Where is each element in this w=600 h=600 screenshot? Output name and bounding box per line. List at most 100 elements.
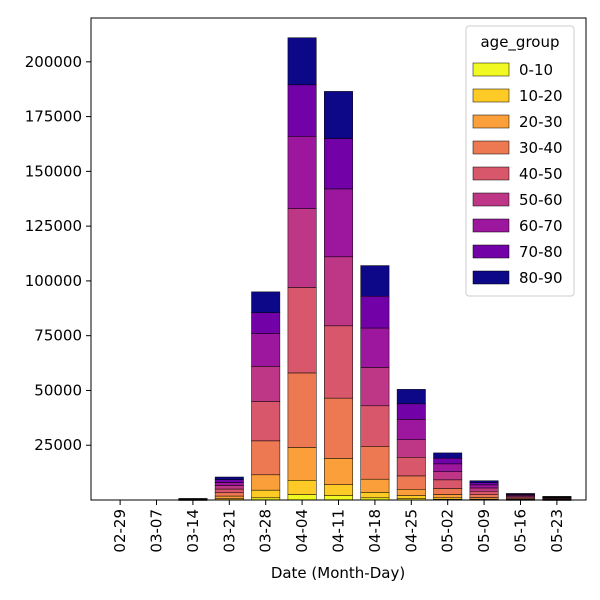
bar-segment-04-04-60-70	[287, 136, 317, 209]
bar-segment-04-11-40-50	[324, 325, 353, 399]
x-tick-label: 04-11	[330, 509, 348, 553]
bar-segment-04-25-30-40	[396, 475, 426, 490]
x-tick-label: 05-09	[475, 509, 493, 553]
x-tick-label: 03-21	[220, 509, 238, 553]
legend-label: 80-90	[519, 269, 563, 287]
bar-segment-04-04-10-20	[287, 480, 317, 495]
bar-segment-04-18-40-50	[360, 405, 390, 447]
bar-segment-03-28-40-50	[251, 401, 281, 442]
bar-segment-04-18-30-40	[360, 446, 390, 480]
bar-segment-04-25-60-70	[396, 419, 426, 440]
bar-segment-04-25-20-30	[396, 489, 426, 496]
y-tick-label: 50000	[34, 381, 82, 399]
bar-segment-04-25-50-60	[396, 439, 426, 458]
bar-segment-04-04-80-90	[287, 37, 317, 86]
legend-label: 30-40	[519, 139, 563, 157]
legend-swatch	[472, 140, 510, 155]
y-tick-label: 25000	[34, 436, 82, 454]
y-tick-label: 150000	[25, 162, 82, 180]
bar-segment-03-28-70-80	[251, 312, 281, 334]
legend-swatch	[472, 62, 510, 77]
bar-segment-05-02-20-30	[433, 494, 463, 499]
x-tick-label: 04-04	[293, 509, 311, 553]
legend-title: age_group	[480, 33, 559, 52]
bar-segment-05-09-70-80	[469, 482, 499, 486]
y-axis: 25000 50000 75000 100000 125000 150000 175000 2…	[25, 53, 91, 454]
legend: age_group 0-10 10-20 20-30 30-40 40-50 50-60 60…	[465, 25, 575, 297]
bar-segment-04-04-30-40	[287, 372, 317, 448]
legend-label: 10-20	[519, 87, 563, 105]
x-tick-label: 05-23	[548, 509, 566, 553]
bar-segment-04-18-50-60	[360, 367, 390, 407]
bar-segment-03-21-40-50	[214, 488, 244, 494]
bar-segment-05-02-80-90	[433, 452, 463, 459]
legend-swatch	[472, 218, 510, 233]
legend-swatch	[472, 114, 510, 129]
bar-segment-04-11-0-10	[324, 495, 353, 501]
x-tick-label: 03-14	[184, 509, 202, 553]
bar-segment-04-04-40-50	[287, 287, 317, 374]
bar-segment-04-18-60-70	[360, 327, 390, 368]
bar-segment-04-25-40-50	[396, 457, 426, 477]
bar-segment-03-28-10-20	[251, 489, 281, 499]
bar-segment-04-25-70-80	[396, 403, 426, 420]
legend-label: 0-10	[519, 61, 553, 79]
bar-segment-04-18-70-80	[360, 296, 390, 329]
x-axis: 02-29 03-07 03-14 03-21 03-28 04-04 04-11 04-18…	[111, 500, 566, 553]
legend-swatch	[472, 244, 510, 259]
bar-segment-03-21-60-70	[214, 482, 244, 486]
bar-segment-05-02-70-80	[433, 457, 463, 465]
legend-swatch	[472, 192, 510, 207]
bar-segment-04-11-70-80	[324, 138, 353, 190]
bars-layer	[178, 37, 572, 501]
bar-segment-03-14-80-90	[178, 498, 208, 500]
bar-segment-03-21-80-90	[214, 476, 244, 480]
bar-segment-03-21-50-60	[214, 485, 244, 490]
bar-segment-05-02-40-50	[433, 479, 463, 489]
legend-swatch	[472, 88, 510, 103]
bar-segment-04-11-20-30	[324, 458, 353, 485]
legend-swatch	[472, 270, 510, 285]
y-tick-label: 75000	[34, 327, 82, 345]
y-tick-label: 175000	[25, 108, 82, 126]
bar-segment-04-11-60-70	[324, 188, 353, 258]
bar-segment-04-18-20-30	[360, 478, 390, 493]
bar-segment-05-09-50-60	[469, 487, 499, 492]
bar-segment-05-09-30-40	[469, 494, 499, 498]
bar-segment-04-04-20-30	[287, 447, 317, 481]
x-axis-title: Date (Month-Day)	[271, 564, 405, 582]
legend-swatch	[472, 166, 510, 181]
bar-segment-05-23-80-90	[542, 496, 572, 498]
legend-label: 60-70	[519, 217, 563, 235]
bar-segment-04-11-80-90	[324, 91, 353, 139]
y-tick-label: 200000	[25, 53, 82, 71]
bar-segment-03-28-20-30	[251, 474, 281, 491]
x-tick-label: 05-02	[439, 509, 457, 553]
x-tick-label: 03-07	[148, 509, 166, 553]
x-tick-label: 03-28	[257, 509, 275, 553]
legend-label: 50-60	[519, 191, 563, 209]
bar-segment-03-21-70-80	[214, 479, 244, 483]
bar-segment-04-25-10-20	[396, 495, 426, 499]
bar-segment-03-28-80-90	[251, 291, 281, 313]
bar-segment-03-21-20-30	[214, 495, 244, 499]
bar-segment-05-09-40-50	[469, 490, 499, 495]
bar-segment-04-18-10-20	[360, 492, 390, 499]
bar-segment-04-25-80-90	[396, 389, 426, 405]
bar-segment-05-16-80-90	[506, 493, 535, 495]
bar-segment-03-21-30-40	[214, 492, 244, 497]
legend-label: 20-30	[519, 113, 563, 131]
bar-segment-05-02-50-60	[433, 471, 463, 481]
y-tick-label: 100000	[25, 272, 82, 290]
bar-segment-05-09-60-70	[469, 484, 499, 489]
bar-segment-05-02-30-40	[433, 488, 463, 495]
bar-segment-04-11-10-20	[324, 484, 353, 496]
bar-segment-04-18-80-90	[360, 265, 390, 297]
bar-segment-04-04-70-80	[287, 84, 317, 137]
bar-segment-04-04-0-10	[287, 494, 317, 501]
x-tick-label: 04-18	[366, 509, 384, 553]
bar-segment-05-02-60-70	[433, 463, 463, 472]
bar-segment-04-11-50-60	[324, 256, 353, 327]
bar-segment-03-28-50-60	[251, 366, 281, 402]
